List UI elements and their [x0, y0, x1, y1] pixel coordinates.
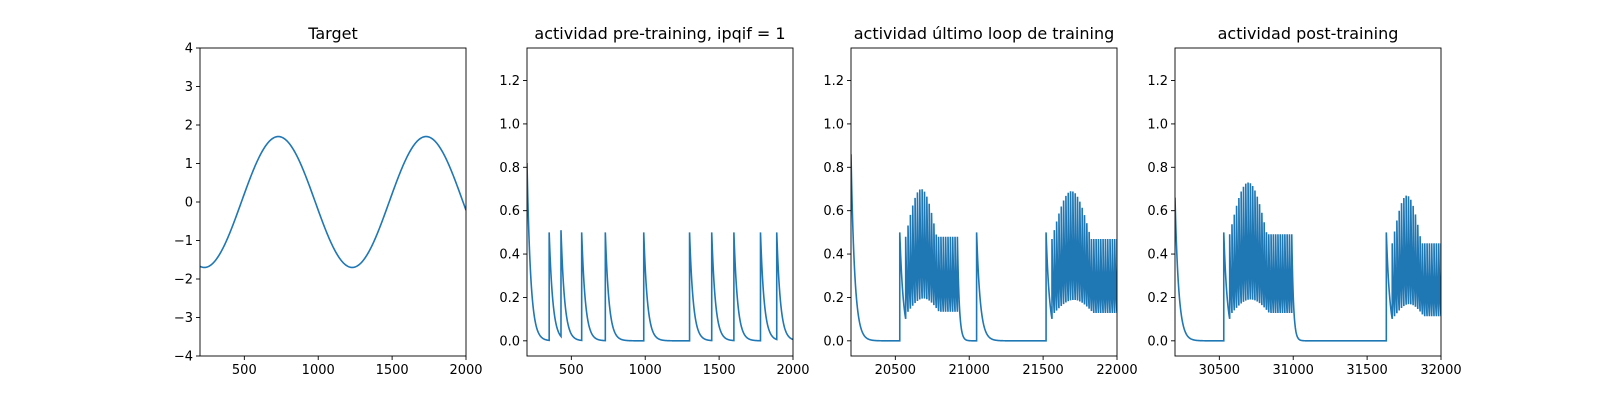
y-tick-label: 0.4 — [499, 248, 520, 263]
x-tick-label: 1500 — [376, 363, 409, 378]
chart-title: actividad pre-training, ipqif = 1 — [534, 24, 785, 43]
y-tick-label: 0 — [185, 196, 193, 211]
y-tick-label: 3 — [185, 80, 193, 95]
x-tick-label: 2000 — [449, 363, 482, 378]
series-line-1 — [1175, 182, 1441, 342]
y-tick-label: 0.0 — [1147, 334, 1168, 349]
y-tick-label: 0.8 — [499, 161, 520, 176]
y-tick-label: −4 — [174, 350, 193, 365]
y-tick-label: 1 — [185, 157, 193, 172]
chart-title: actividad post-training — [1218, 24, 1399, 43]
y-tick-label: 1.2 — [499, 74, 520, 89]
y-tick-label: 0.2 — [823, 291, 844, 306]
x-tick-label: 2000 — [776, 363, 809, 378]
x-tick-label: 31000 — [1273, 363, 1314, 378]
y-tick-label: 4 — [185, 42, 193, 57]
x-tick-label: 1000 — [629, 363, 662, 378]
x-tick-label: 22000 — [1096, 363, 1137, 378]
x-tick-label: 21000 — [949, 363, 990, 378]
x-tick-label: 500 — [232, 363, 257, 378]
x-tick-label: 20500 — [875, 363, 916, 378]
chart-title: actividad último loop de training — [854, 24, 1115, 43]
y-tick-label: 2 — [185, 119, 193, 134]
y-tick-label: 0.8 — [823, 161, 844, 176]
x-tick-label: 1000 — [302, 363, 335, 378]
y-tick-label: 0.0 — [499, 334, 520, 349]
y-tick-label: 0.6 — [823, 204, 844, 219]
chart-panel-3: actividad último loop de training 20500 21… — [823, 24, 1137, 378]
x-tick-label: 31500 — [1346, 363, 1387, 378]
x-tick-label: 30500 — [1199, 363, 1240, 378]
plot-frame — [526, 47, 794, 357]
y-tick-label: 0.4 — [1147, 248, 1168, 263]
x-tick-label: 500 — [559, 363, 584, 378]
y-tick-label: 0.4 — [823, 248, 844, 263]
y-tick-label: 1.2 — [1147, 74, 1168, 89]
chart-panel-1: Target 500 1000 1500 2000 −4 −3 −2 −1 0 1 2 3 4 — [174, 24, 483, 378]
plot-frame — [199, 47, 467, 357]
chart-title: Target — [307, 24, 358, 43]
y-tick-label: 1.0 — [1147, 117, 1168, 132]
y-tick-label: −2 — [174, 273, 193, 288]
chart-panel-4: actividad post-training 30500 31000 31500 32… — [1147, 24, 1461, 378]
x-tick-label: 1500 — [703, 363, 736, 378]
y-tick-label: 0.0 — [823, 334, 844, 349]
y-tick-label: 0.2 — [1147, 291, 1168, 306]
y-tick-label: 0.6 — [499, 204, 520, 219]
chart-panel-2: actividad pre-training, ipqif = 1 500 1000… — [499, 24, 809, 378]
y-tick-label: 1.2 — [823, 74, 844, 89]
y-tick-label: 1.0 — [499, 117, 520, 132]
y-tick-label: −1 — [174, 234, 193, 249]
x-tick-label: 21500 — [1022, 363, 1063, 378]
y-tick-label: 0.2 — [499, 291, 520, 306]
y-tick-label: 0.6 — [1147, 204, 1168, 219]
y-tick-label: 0.8 — [1147, 161, 1168, 176]
plot-frame — [850, 47, 1118, 357]
x-tick-label: 32000 — [1420, 363, 1461, 378]
series-line-1 — [527, 162, 793, 342]
y-tick-label: 1.0 — [823, 117, 844, 132]
series-line-1 — [200, 135, 466, 269]
y-tick-label: −3 — [174, 311, 193, 326]
series-line-1 — [851, 154, 1117, 342]
plot-frame — [1174, 47, 1442, 357]
